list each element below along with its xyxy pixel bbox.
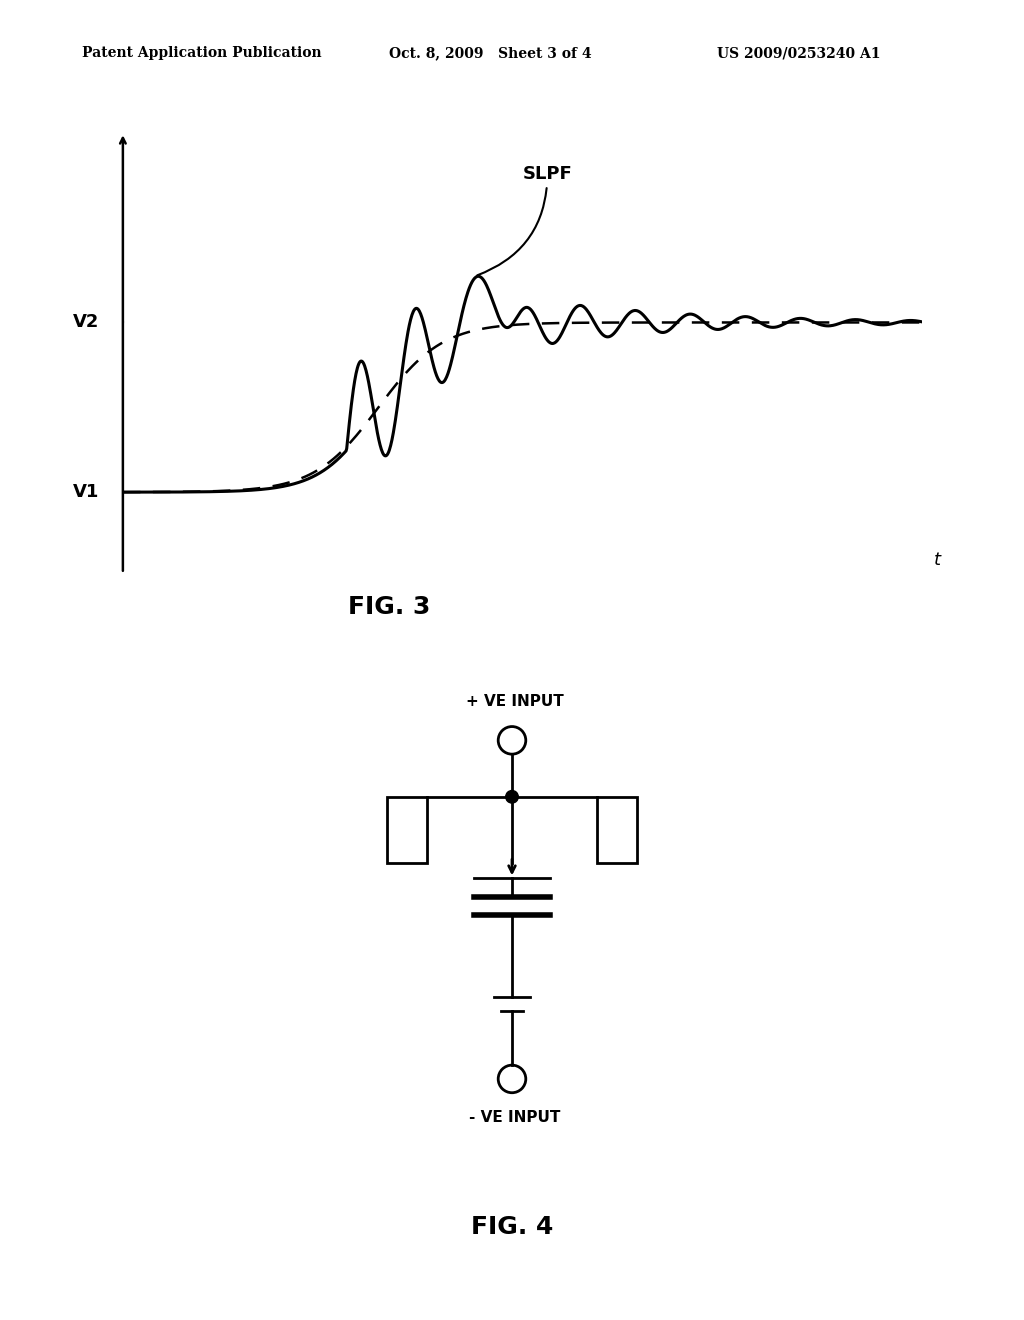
Text: Oct. 8, 2009   Sheet 3 of 4: Oct. 8, 2009 Sheet 3 of 4 [389, 46, 592, 61]
Text: + VE INPUT: + VE INPUT [466, 694, 564, 709]
Text: Patent Application Publication: Patent Application Publication [82, 46, 322, 61]
Text: SLPF: SLPF [477, 165, 572, 276]
Text: t: t [934, 550, 941, 569]
Text: FIG. 4: FIG. 4 [471, 1216, 553, 1239]
Text: - VE INPUT: - VE INPUT [469, 1110, 561, 1125]
Text: FIG. 3: FIG. 3 [348, 595, 430, 619]
Bar [387, 797, 427, 863]
Text: US 2009/0253240 A1: US 2009/0253240 A1 [717, 46, 881, 61]
Text: V1: V1 [73, 483, 99, 502]
Bar [597, 797, 637, 863]
Text: V2: V2 [73, 313, 99, 331]
Circle shape [506, 791, 518, 803]
